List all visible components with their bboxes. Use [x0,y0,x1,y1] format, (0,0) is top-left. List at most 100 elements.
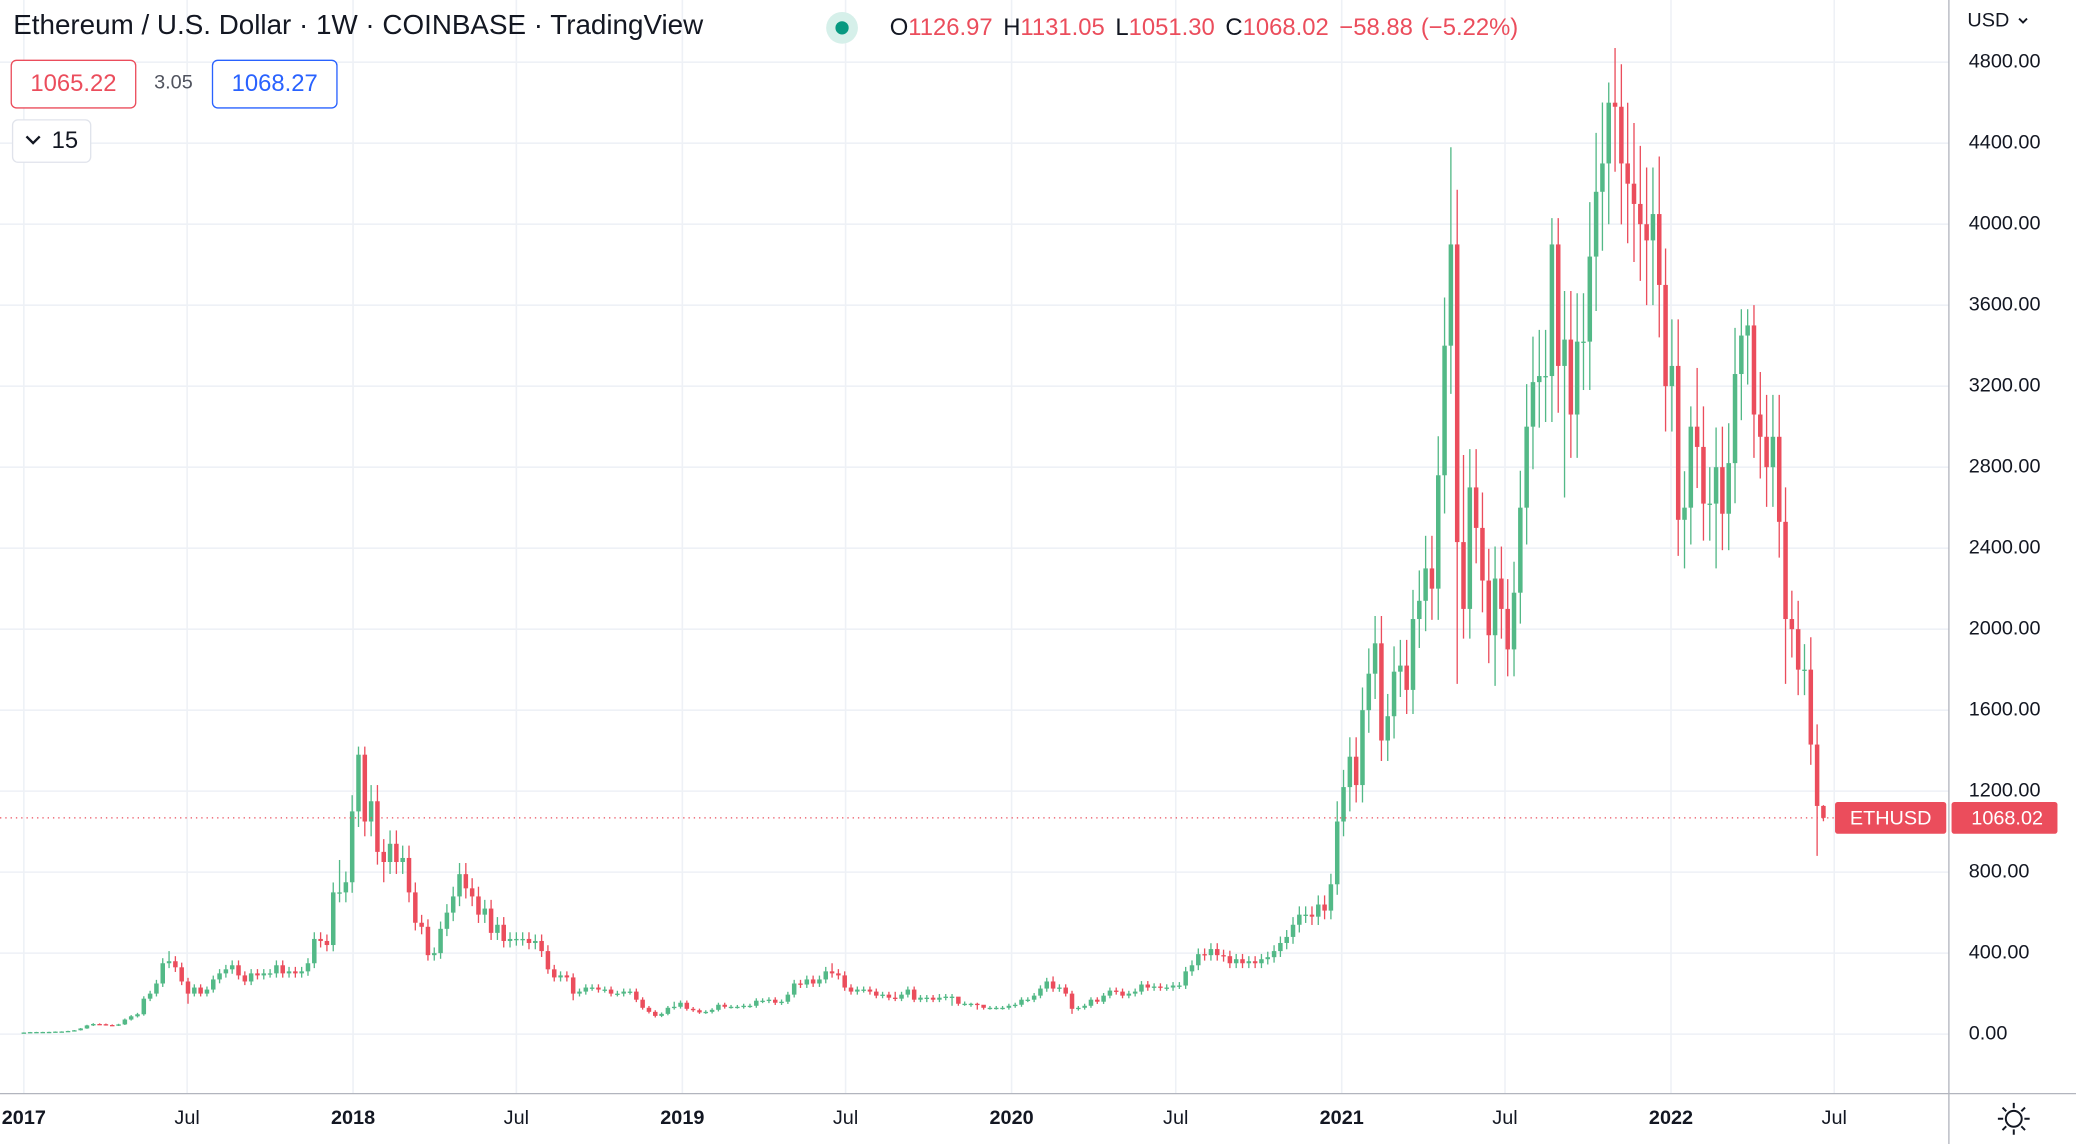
candle-body [318,938,323,941]
ohlc-value: 1131.05 [1020,14,1104,41]
candle-body [135,1014,140,1017]
candle-body [1284,936,1289,944]
candle-body [747,1005,753,1008]
settings-icon[interactable] [1997,1102,2030,1135]
x-tick-label: Jul [504,1107,529,1129]
indicators-toggle[interactable] [11,119,92,163]
candle-body [1107,990,1113,996]
candle-body [1398,665,1403,672]
buy-button[interactable] [211,59,338,109]
candle-body [59,1031,64,1033]
candle-body [842,975,847,988]
candle-body [615,993,620,995]
change-percent: (−5.22%) [1421,14,1518,41]
candle-body [1057,987,1062,989]
candle-body [722,1004,727,1007]
candle-body [690,1008,696,1011]
candle-body [804,979,810,985]
candle-body [867,989,873,992]
candle-body [1593,191,1599,257]
y-tick-label: 2800.00 [1969,455,2041,477]
overlay: ETHUSD 1068.02 [0,801,2058,834]
candle-body [1480,527,1485,581]
spread: 3.05 [154,72,193,94]
candle-body [1688,426,1694,508]
ohlc-value: 1068.02 [1243,14,1329,41]
candle-body [116,1024,121,1026]
chevron-icon [2018,17,2028,24]
candle-body [596,987,601,990]
candle-body [1385,716,1390,741]
currency-menu[interactable]: USD [1967,9,2009,31]
candle-body [1316,904,1321,917]
x-tick-label: Jul [833,1107,858,1129]
buy-price[interactable]: 1068.27 [232,70,318,97]
candle-body [1113,990,1119,992]
candle-body [716,1004,721,1010]
candle-body [1770,436,1776,468]
symbol-tag-label: ETHUSD [1850,807,1932,829]
candle-body [1549,244,1555,377]
candle-body [1366,673,1372,711]
candle-body [785,994,791,1002]
candle-body [558,975,563,978]
candle-body [1252,961,1258,964]
candle-body [1795,629,1801,670]
candle-body [1259,959,1264,964]
indicator-count[interactable]: 15 [52,127,79,154]
y-tick-label: 3600.00 [1969,293,2041,315]
candle-body [1221,955,1226,957]
candle-body [1638,203,1643,225]
candle-body [1240,959,1245,964]
candle-body [1265,957,1271,960]
candle-body [501,924,506,941]
candle-body [1562,339,1567,366]
candle-body [185,981,191,994]
candle-body [160,963,165,984]
candle-body [621,991,626,994]
candle-body [949,996,955,998]
candle-body [40,1031,46,1034]
candle-body [577,991,582,994]
candle-body [381,851,387,863]
candle-body [1758,414,1763,437]
candle-body [217,973,222,980]
ohlc-letter: C [1225,14,1242,41]
candle-body [627,991,633,993]
candle-body [1139,984,1144,992]
candle-body [368,801,374,822]
candle-body [1442,345,1447,476]
candle-body [943,996,948,998]
sell-button[interactable] [10,59,137,109]
candle-body [406,857,412,893]
candle-body [1486,580,1492,636]
candle-body [488,908,494,933]
candle-body [892,997,898,999]
y-tick-label: 1600.00 [1969,698,2041,720]
candle-body [34,1031,39,1034]
candle-body [1379,643,1384,741]
candle-body [987,1007,993,1010]
candle-body [1764,436,1769,468]
candle-body [1246,961,1252,964]
ohlc-letter: O [890,14,909,41]
candle-body [1492,578,1498,636]
candle-body [760,1000,765,1003]
candle-body [1694,426,1700,447]
candle-body [646,1007,652,1012]
candle-body [223,969,229,974]
candle-body [899,994,904,999]
candle-body [242,975,248,982]
candle-body [1025,999,1031,1002]
candle-body [551,969,557,978]
candle-body [671,1006,677,1009]
candle-body [1448,244,1454,346]
candle-body [122,1019,128,1025]
candle-body [640,999,645,1008]
sell-price[interactable]: 1065.22 [30,70,116,97]
candle-body [21,1032,27,1034]
candle-body [1574,341,1580,415]
candle-body [274,965,279,974]
candle-body [84,1025,90,1029]
